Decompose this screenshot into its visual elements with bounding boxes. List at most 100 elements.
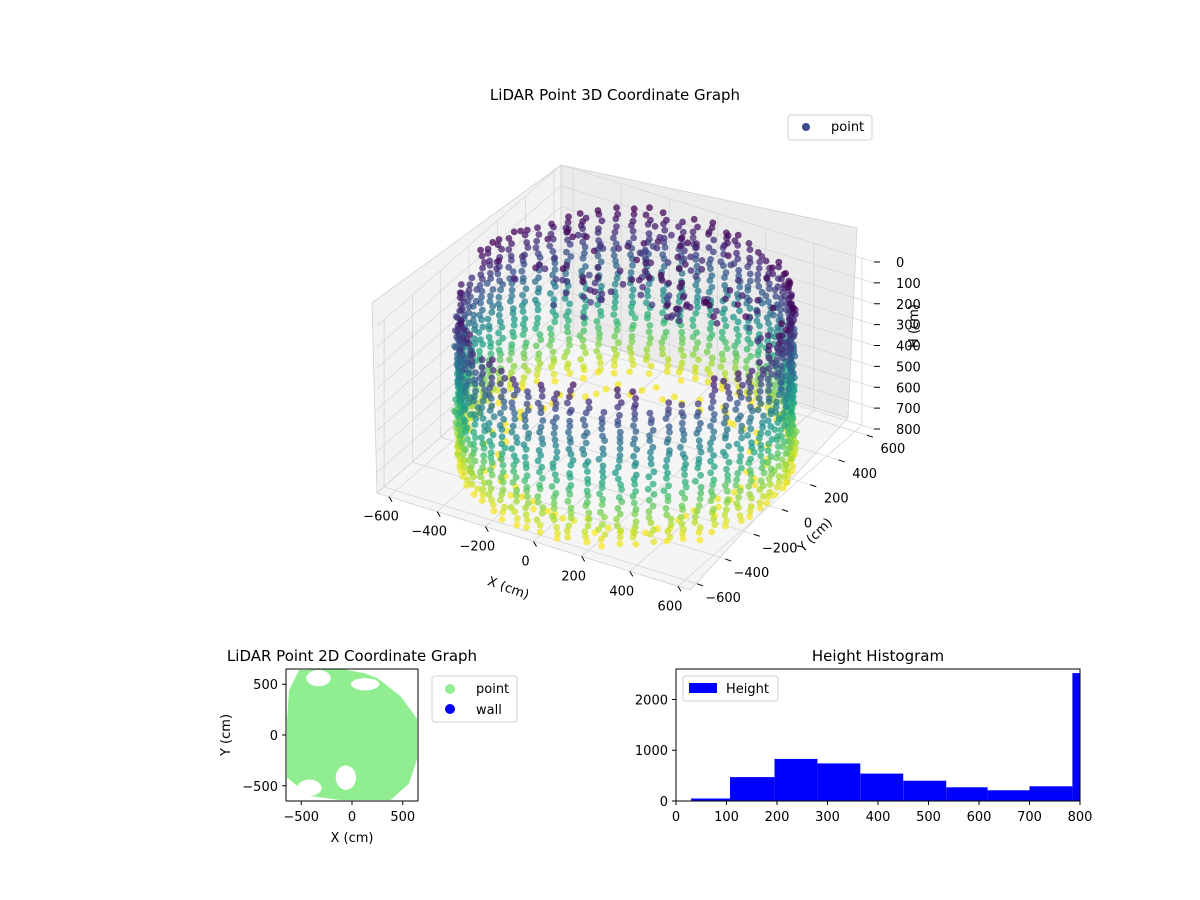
- 3d-point: [765, 365, 773, 373]
- 3d-point: [579, 254, 587, 262]
- 3d-point: [778, 320, 785, 327]
- 3d-point: [630, 452, 637, 460]
- 3d-point: [734, 338, 742, 345]
- 3d-point: [596, 353, 603, 361]
- chart-3d-title: LiDAR Point 3D Coordinate Graph: [490, 86, 740, 104]
- 3d-point: [783, 478, 791, 486]
- 3d-point: [631, 415, 639, 423]
- 3d-point: [678, 409, 686, 416]
- 3d-point: [612, 351, 620, 359]
- 3d-point: [679, 228, 687, 236]
- 3d-point: [694, 287, 702, 295]
- histogram-legend-swatch: [689, 683, 717, 693]
- 3d-point: [469, 351, 477, 359]
- 3d-point: [647, 455, 655, 462]
- 3d-point: [737, 452, 744, 460]
- 3d-point: [680, 255, 688, 263]
- 3d-point: [710, 463, 718, 470]
- 3d-point: [722, 522, 729, 530]
- 3d-point: [508, 286, 516, 294]
- 3d-y-tick: [838, 459, 845, 463]
- 3d-point: [708, 272, 716, 280]
- 3d-point: [629, 440, 637, 448]
- 3d-point: [616, 510, 624, 518]
- 3d-point: [645, 274, 653, 282]
- 3d-point: [614, 522, 621, 530]
- 3d-point: [767, 465, 775, 473]
- chart-histogram: Height Histogram 0 100 200 300 400 500 600 700 8…: [635, 647, 1093, 825]
- 3d-point: [747, 503, 755, 510]
- 3d-point: [614, 475, 622, 483]
- 3d-point: [512, 381, 519, 389]
- 3d-point: [553, 390, 561, 397]
- 3d-point: [724, 496, 732, 504]
- 3d-point: [458, 374, 466, 382]
- 3d-point: [734, 277, 742, 284]
- 3d-point: [616, 533, 624, 541]
- 3d-point: [628, 309, 636, 317]
- 3d-point: [471, 421, 479, 428]
- 3d-point: [485, 419, 493, 427]
- 3d-point: [518, 267, 526, 275]
- 3d-point: [487, 449, 495, 457]
- 3d-point: [631, 523, 639, 531]
- 3d-point: [632, 428, 640, 435]
- 3d-point: [550, 370, 558, 378]
- 3d-point: [643, 299, 650, 307]
- 3d-point: [497, 496, 504, 504]
- 3d-point: [484, 245, 492, 253]
- 3d-point: [756, 358, 763, 366]
- 3d-point: [576, 332, 584, 340]
- 3d-point: [689, 351, 697, 358]
- 3d-point: [733, 476, 741, 483]
- 3d-point: [481, 259, 488, 266]
- 3d-point: [458, 307, 465, 314]
- 3d-point: [646, 432, 653, 439]
- 3d-point: [616, 540, 624, 548]
- 3d-point: [710, 411, 718, 418]
- 3d-point: [678, 328, 686, 336]
- 3d-point: [764, 447, 772, 455]
- 3d-point: [665, 279, 672, 287]
- 3d-point: [707, 469, 715, 477]
- 3d-point: [756, 504, 764, 512]
- 3d-point: [505, 246, 513, 253]
- 3d-point: [489, 431, 497, 439]
- 3d-point: [549, 348, 557, 356]
- 3d-point: [583, 429, 591, 437]
- 3d-point: [522, 511, 530, 519]
- 3d-point: [520, 350, 528, 357]
- 3d-point: [767, 326, 774, 334]
- 3d-point: [523, 483, 531, 491]
- 3d-point: [595, 237, 602, 244]
- 3d-point: [682, 460, 689, 468]
- 3d-point: [485, 479, 493, 486]
- 3d-point: [771, 381, 779, 389]
- 3d-point: [582, 349, 589, 357]
- 3d-point: [565, 445, 573, 453]
- 3d-point: [732, 482, 740, 489]
- 3d-point: [457, 320, 465, 328]
- 3d-point: [735, 375, 742, 383]
- histogram-y-tick-label: 2000: [635, 693, 668, 708]
- 3d-point: [458, 439, 466, 446]
- 3d-point: [743, 345, 751, 353]
- 3d-point: [767, 453, 775, 461]
- 3d-point: [692, 272, 700, 280]
- 3d-point: [733, 325, 741, 333]
- 3d-point: [536, 521, 544, 529]
- 3d-point: [652, 384, 660, 391]
- 2d-legend-marker-wall: [445, 704, 455, 714]
- 3d-point: [614, 339, 622, 347]
- 3d-point: [782, 270, 789, 277]
- 3d-point: [594, 301, 601, 308]
- 3d-point: [647, 519, 655, 527]
- 3d-point: [487, 454, 495, 462]
- 3d-point: [646, 409, 654, 417]
- 3d-point: [499, 461, 507, 469]
- 3d-point: [595, 340, 602, 348]
- 3d-point: [769, 270, 777, 278]
- 3d-point: [641, 267, 649, 275]
- 3d-point: [775, 462, 783, 470]
- 3d-point: [534, 314, 542, 322]
